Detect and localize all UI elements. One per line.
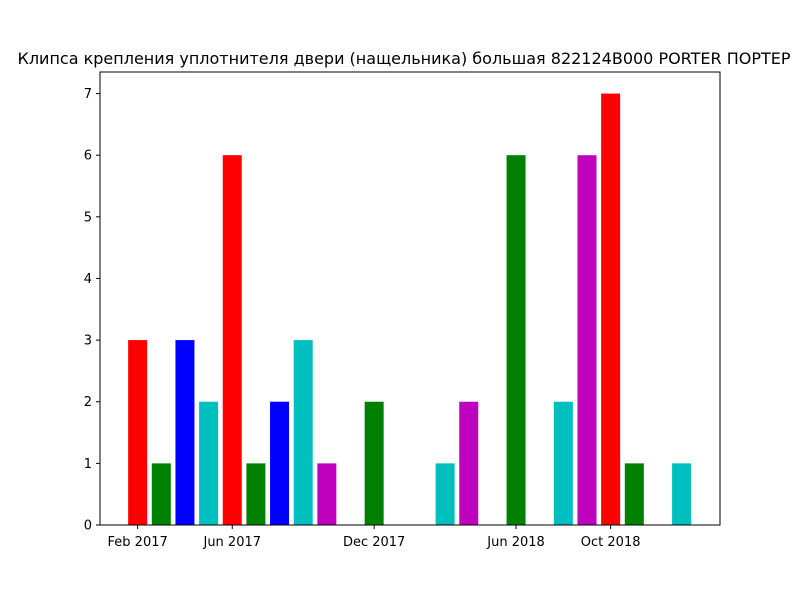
x-tick-label: Jun 2017 [202, 535, 261, 550]
bar-2017-03 [151, 463, 171, 525]
plot-frame [99, 71, 721, 526]
chart-title: Клипса крепления уплотнителя двери (наще… [17, 49, 790, 68]
bar-2017-08 [270, 401, 290, 525]
x-tick-label: Feb 2017 [108, 535, 168, 550]
bar-2018-11 [624, 463, 644, 525]
y-axis: 0 1 2 3 4 5 6 7 [84, 87, 100, 534]
x-axis: Feb 2017 Jun 2017 Dec 2017 Jun 2018 Oct 2018 [108, 525, 641, 550]
y-tick-label: 1 [84, 457, 92, 472]
x-tick-label: Jun 2018 [486, 535, 545, 550]
bar-2018-03 [435, 463, 455, 525]
y-tick-label: 2 [84, 395, 92, 410]
bar-2018-06 [506, 155, 526, 525]
y-tick-label: 6 [84, 149, 92, 164]
bar-2017-02 [128, 340, 148, 525]
bar-2017-10 [317, 463, 337, 525]
y-tick-label: 3 [84, 334, 92, 349]
bar-2018-10 [601, 93, 621, 525]
x-tick-label: Oct 2018 [581, 535, 641, 550]
y-tick-label: 7 [84, 87, 92, 102]
x-tick-label: Dec 2017 [343, 535, 405, 550]
y-tick-label: 0 [84, 519, 92, 534]
bar-2018-08 [553, 401, 573, 525]
bars-layer [128, 93, 692, 525]
bar-2017-05 [199, 401, 219, 525]
bar-2017-09 [293, 340, 313, 525]
bar-2019-01 [672, 463, 692, 525]
bar-2018-09 [577, 155, 597, 525]
bar-2017-07 [246, 463, 266, 525]
y-tick-label: 5 [84, 210, 92, 225]
bar-2018-04 [459, 401, 479, 525]
bar-2017-12 [364, 401, 384, 525]
bar-2017-04 [175, 340, 195, 525]
y-tick-label: 4 [84, 272, 92, 287]
bar-2017-06 [222, 155, 242, 525]
